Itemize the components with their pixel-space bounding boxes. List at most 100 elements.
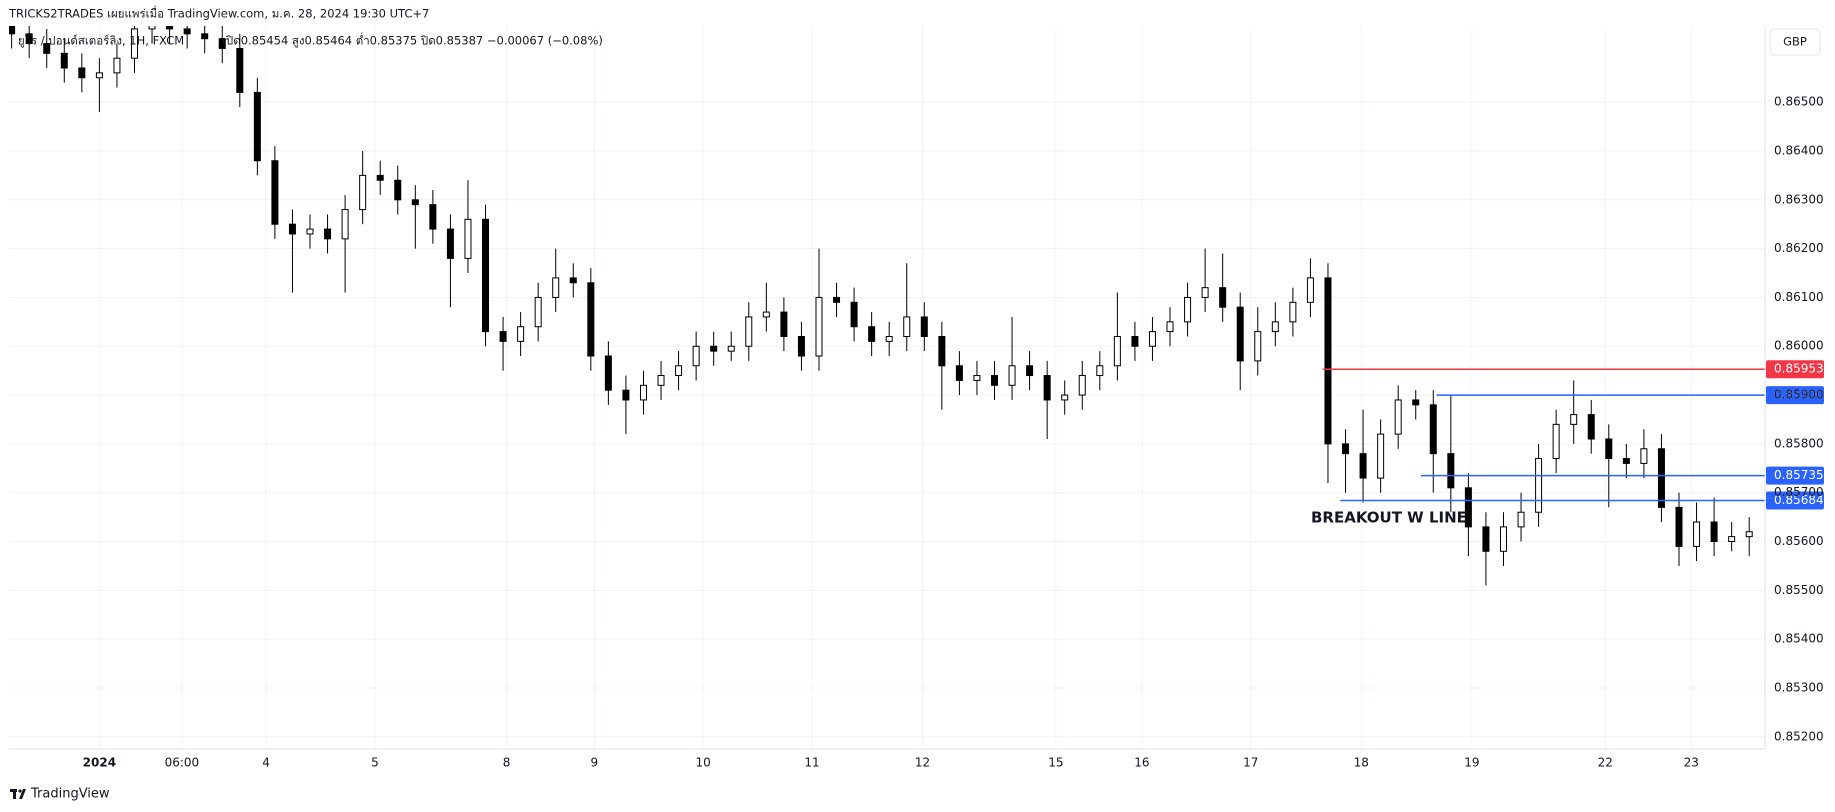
candle-body	[166, 26, 174, 30]
candle-body	[1710, 521, 1718, 543]
x-tick-label: 12	[915, 756, 930, 770]
candle-body	[1043, 375, 1051, 401]
y-tick-label: 0.85600	[1774, 534, 1824, 548]
level-label: 0.85684	[1774, 493, 1824, 507]
candle-body	[955, 365, 963, 381]
candle-body	[833, 296, 841, 303]
level-label-box	[1766, 360, 1824, 379]
candle-body	[622, 389, 630, 401]
candle-body	[78, 67, 86, 79]
candle-body	[1745, 531, 1753, 538]
candle-body	[306, 228, 314, 235]
candle-body	[1096, 365, 1104, 377]
levels: 0.85953 0.85900 0.85735 0.85684	[1322, 360, 1824, 510]
candle-body	[1605, 438, 1613, 460]
candle-body	[1026, 365, 1034, 377]
candle-body	[604, 355, 612, 391]
candle-body	[1482, 526, 1490, 552]
candle-body	[1640, 448, 1648, 464]
x-tick-label: 06:00	[165, 756, 200, 770]
candle-body	[657, 375, 665, 386]
candle-body	[464, 218, 472, 259]
candle-body	[745, 316, 753, 347]
candle-body	[780, 311, 788, 337]
y-tick-label: 0.85300	[1774, 680, 1824, 694]
symbol: ยูโร / ปอนด์สเตอร์ลิง, 1H, FXCM	[18, 34, 184, 48]
candle-body	[675, 365, 683, 377]
brand-logo	[10, 789, 26, 799]
candle-body	[885, 335, 893, 342]
candle-body	[1657, 448, 1665, 508]
x-tick-label: 23	[1684, 756, 1699, 770]
candle-body	[1622, 458, 1630, 464]
candle-body	[271, 160, 279, 225]
candle-body	[1061, 394, 1069, 401]
candle-body	[236, 47, 244, 93]
candle-body	[569, 277, 577, 284]
candle-body	[411, 199, 419, 206]
y-tick-label: 0.85800	[1774, 436, 1824, 450]
candle-body	[727, 345, 735, 352]
currency-button[interactable]	[1769, 28, 1821, 56]
candle-body	[1148, 331, 1156, 347]
candle-body	[95, 72, 103, 79]
candle-body	[692, 345, 700, 367]
y-tick-label: 0.86200	[1774, 241, 1824, 255]
candle-body	[482, 218, 490, 333]
grid	[9, 26, 1765, 749]
candle-body	[1289, 301, 1297, 323]
candle-body	[815, 296, 823, 357]
y-tick-label: 0.86100	[1774, 290, 1824, 304]
candle-body	[1236, 306, 1244, 362]
candle-body	[762, 311, 770, 318]
candle-body	[903, 316, 911, 337]
level-label-box	[1766, 466, 1824, 485]
x-tick-label: 15	[1048, 756, 1063, 770]
candle-body	[1166, 321, 1174, 333]
candle-body	[1570, 414, 1578, 425]
candle-body	[201, 33, 209, 40]
candle-body	[991, 375, 999, 386]
candle-body	[1429, 404, 1437, 455]
candle-body	[446, 228, 454, 259]
candle-body	[1499, 526, 1507, 552]
candle-body	[1447, 453, 1455, 489]
candle-body	[60, 52, 68, 69]
ohlc-legend: เปิด0.85454 สูง0.85464 ต่ำ0.85375 ปิด0.8…	[222, 33, 603, 48]
y-tick-label: 0.85700	[1774, 485, 1824, 499]
currency[interactable]: GBP	[1783, 35, 1807, 49]
candle-body	[1693, 521, 1701, 547]
candle-body	[1342, 443, 1350, 455]
candle-body	[1113, 335, 1121, 367]
y-tick-label: 0.85900	[1774, 388, 1824, 402]
candle-body	[1412, 399, 1420, 406]
brand: TradingView	[30, 787, 110, 802]
candle-body	[1535, 458, 1543, 513]
candle-body	[183, 28, 191, 35]
candle-body	[973, 375, 981, 381]
candle-body	[587, 282, 595, 357]
level-label: 0.85735	[1774, 468, 1824, 482]
candle-body	[376, 174, 384, 181]
y-tick-label: 0.85200	[1774, 729, 1824, 743]
x-tick-label: 4	[262, 756, 270, 770]
candle-body	[1184, 296, 1192, 323]
publisher: TRICKS2TRADES เผยแพร่เมื่อ TradingView.c…	[8, 6, 429, 21]
candle-body	[43, 43, 51, 54]
x-tick-label: 17	[1243, 756, 1258, 770]
x-tick-label: 18	[1354, 756, 1369, 770]
y-tick-label: 0.86400	[1774, 143, 1824, 157]
level-label-box	[1766, 491, 1824, 510]
level-label: 0.85900	[1774, 388, 1824, 402]
candle-body	[1377, 433, 1385, 479]
candle-body	[534, 296, 542, 328]
level-label: 0.85953	[1774, 362, 1824, 376]
candle-body	[1008, 365, 1016, 386]
candle-body	[710, 345, 718, 352]
candle-body	[429, 204, 437, 230]
candle-body	[288, 223, 296, 235]
candle-body	[218, 38, 226, 49]
candle-body	[359, 174, 367, 211]
